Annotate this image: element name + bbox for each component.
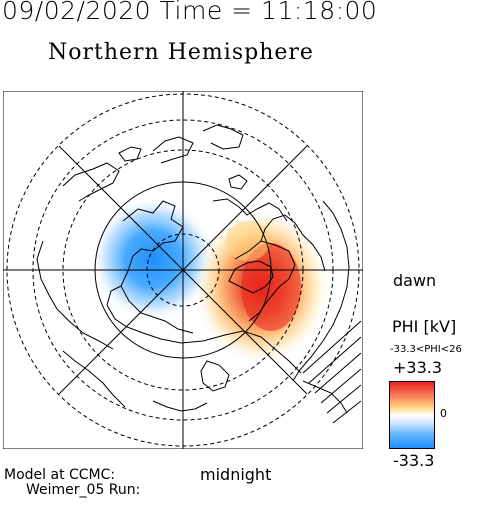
- model-line-2: Weimer_05 Run:: [26, 482, 141, 498]
- positive-potential-core: [241, 243, 301, 331]
- colorbar-min-label: -33.3: [393, 451, 435, 470]
- hemisphere-title: Northern Hemisphere: [48, 40, 314, 65]
- midnight-label: midnight: [200, 465, 272, 484]
- colorbar: [389, 381, 435, 449]
- colorbar-title: PHI [kV]: [392, 317, 457, 336]
- dawn-label: dawn: [393, 271, 437, 290]
- boundary-grid: [302, 320, 362, 424]
- colorbar-max-label: +33.3: [393, 358, 443, 377]
- grid: [3, 91, 363, 449]
- page-title: 09/02/2020 Time = 11:18:00: [2, 0, 378, 25]
- colorbar-zero-label: 0: [440, 407, 447, 420]
- coastlines: [36, 124, 350, 414]
- colorbar-range: -33.3<PHI<26: [390, 344, 462, 355]
- model-info: Model at CCMC: Weimer_05 Run:: [4, 468, 140, 498]
- negative-potential-cell: [91, 197, 215, 321]
- positive-potential-halo: [226, 221, 270, 261]
- polar-map: [3, 91, 363, 449]
- model-line-1: Model at CCMC:: [4, 467, 116, 483]
